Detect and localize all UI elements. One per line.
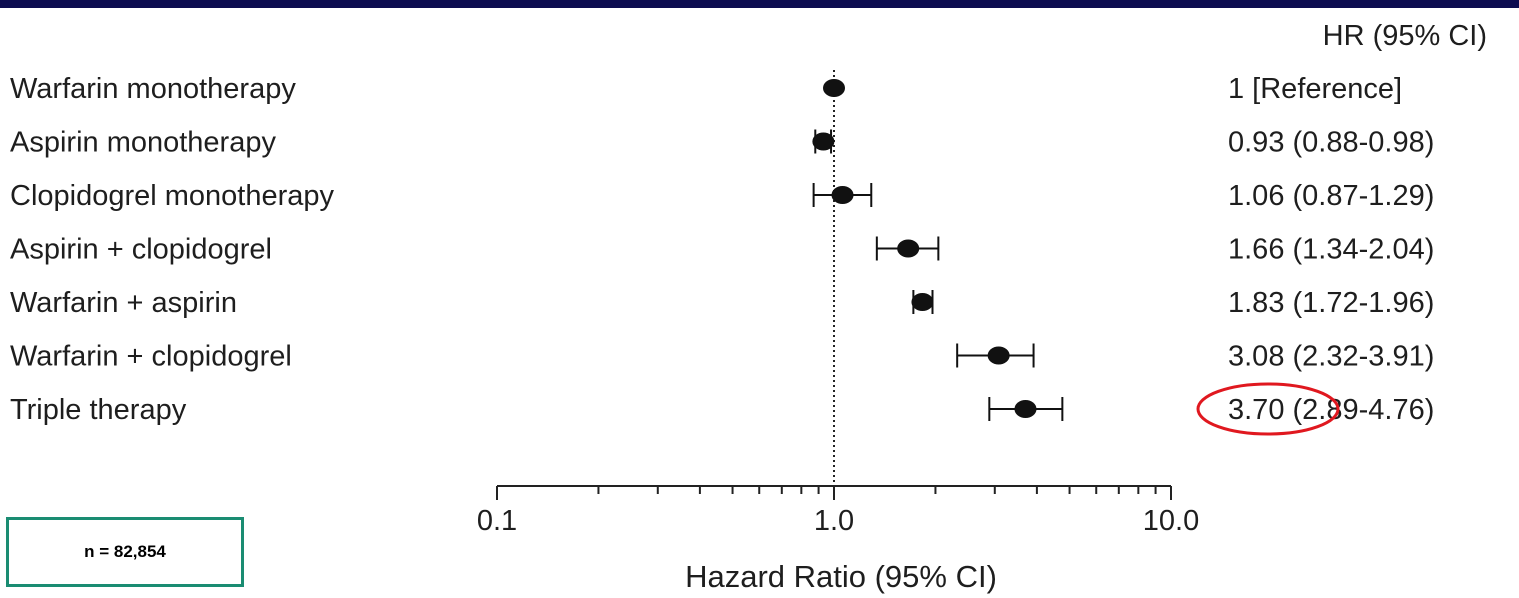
x-tick-label: 10.0 bbox=[1143, 505, 1199, 537]
highlight-circle bbox=[1196, 382, 1340, 436]
row-label: Clopidogrel monotherapy bbox=[10, 180, 335, 212]
row-label: Aspirin monotherapy bbox=[10, 127, 276, 159]
hr-point bbox=[831, 186, 854, 204]
row-label: Warfarin + clopidogrel bbox=[10, 341, 292, 373]
hr-column-header: HR (95% CI) bbox=[1323, 20, 1487, 52]
row-label: Triple therapy bbox=[10, 394, 187, 426]
hr-point bbox=[823, 79, 845, 97]
row-label: Aspirin + clopidogrel bbox=[10, 234, 272, 266]
top-bar bbox=[0, 0, 1519, 8]
x-tick-label: 1.0 bbox=[814, 505, 854, 537]
x-axis-title: Hazard Ratio (95% CI) bbox=[685, 559, 997, 594]
row-label: Warfarin + aspirin bbox=[10, 287, 237, 319]
hr-point bbox=[897, 239, 920, 258]
hr-value-text: 3.08 (2.32-3.91) bbox=[1228, 341, 1434, 373]
x-tick-label: 0.1 bbox=[477, 505, 517, 537]
sample-size-box: n = 82,854 bbox=[6, 517, 244, 587]
hr-value-text: 1 [Reference] bbox=[1228, 73, 1402, 105]
row-label: Warfarin monotherapy bbox=[10, 73, 296, 105]
hr-point bbox=[1014, 400, 1037, 418]
hr-value-text: 1.66 (1.34-2.04) bbox=[1228, 234, 1434, 266]
hr-point bbox=[812, 132, 835, 151]
hr-point bbox=[911, 293, 934, 311]
hr-value-text: 0.93 (0.88-0.98) bbox=[1228, 127, 1434, 159]
hr-point bbox=[987, 346, 1010, 365]
hr-value-text: 1.06 (0.87-1.29) bbox=[1228, 180, 1434, 212]
hr-value-text: 1.83 (1.72-1.96) bbox=[1228, 287, 1434, 319]
sample-size-label: n = 82,854 bbox=[84, 542, 166, 561]
